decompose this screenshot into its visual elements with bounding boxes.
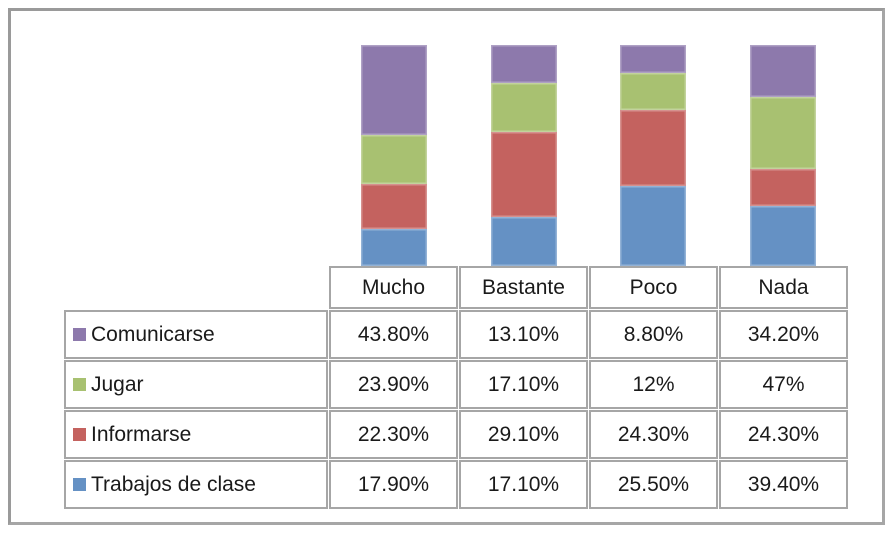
value-cell: 17.90% (329, 460, 458, 509)
bar-segment (360, 229, 427, 266)
legend-swatch (73, 428, 86, 441)
bar-segment (750, 168, 817, 206)
value-cell: 23.90% (329, 360, 458, 409)
value-cell: 8.80% (589, 310, 718, 359)
column-header: Poco (589, 266, 718, 309)
column-header: Bastante (459, 266, 588, 309)
series-name: Jugar (91, 372, 144, 396)
bar-segment (620, 72, 687, 111)
value-cell: 25.50% (589, 460, 718, 509)
series-name: Trabajos de clase (91, 472, 256, 496)
stacked-bar-nada (750, 45, 817, 266)
series-name: Informarse (91, 422, 192, 446)
series-label-cell: Comunicarse (64, 310, 328, 359)
value-cell: 22.30% (329, 410, 458, 459)
stacked-bar-bastante (490, 45, 557, 266)
bar-segment (620, 110, 687, 187)
value-cell: 39.40% (719, 460, 848, 509)
bar-segment (750, 205, 817, 266)
chart-data-table: Mucho Bastante Poco Nada Comunicarse 43.80% 13… (64, 266, 848, 509)
bar-segment (360, 183, 427, 230)
bar-slot-nada (718, 45, 848, 266)
legend-swatch (73, 328, 86, 341)
bar-slot-bastante (459, 45, 589, 266)
series-label-cell: Informarse (64, 410, 328, 459)
value-cell: 13.10% (459, 310, 588, 359)
bar-segment (620, 186, 687, 266)
bar-segment (750, 97, 817, 169)
series-label-cell: Jugar (64, 360, 328, 409)
bar-segment (490, 82, 557, 133)
legend-swatch (73, 378, 86, 391)
column-header: Nada (719, 266, 848, 309)
plot-area (329, 45, 848, 266)
value-cell: 17.10% (459, 460, 588, 509)
column-header: Mucho (329, 266, 458, 309)
legend-swatch (73, 478, 86, 491)
table-corner-spacer (64, 266, 328, 309)
value-cell: 12% (589, 360, 718, 409)
series-label-cell: Trabajos de clase (64, 460, 328, 509)
stacked-bar-poco (620, 45, 687, 266)
bar-segment (490, 132, 557, 217)
series-name: Comunicarse (91, 322, 215, 346)
bar-slot-poco (589, 45, 719, 266)
bar-segment (360, 45, 427, 135)
bar-segment (490, 45, 557, 83)
stacked-bar-mucho (360, 45, 427, 266)
bar-segment (360, 134, 427, 184)
bar-segment (620, 45, 687, 73)
bar-slot-mucho (329, 45, 459, 266)
value-cell: 24.30% (719, 410, 848, 459)
value-cell: 17.10% (459, 360, 588, 409)
bar-segment (490, 216, 557, 266)
bar-segment (750, 45, 817, 98)
value-cell: 47% (719, 360, 848, 409)
value-cell: 24.30% (589, 410, 718, 459)
value-cell: 29.10% (459, 410, 588, 459)
value-cell: 43.80% (329, 310, 458, 359)
value-cell: 34.20% (719, 310, 848, 359)
